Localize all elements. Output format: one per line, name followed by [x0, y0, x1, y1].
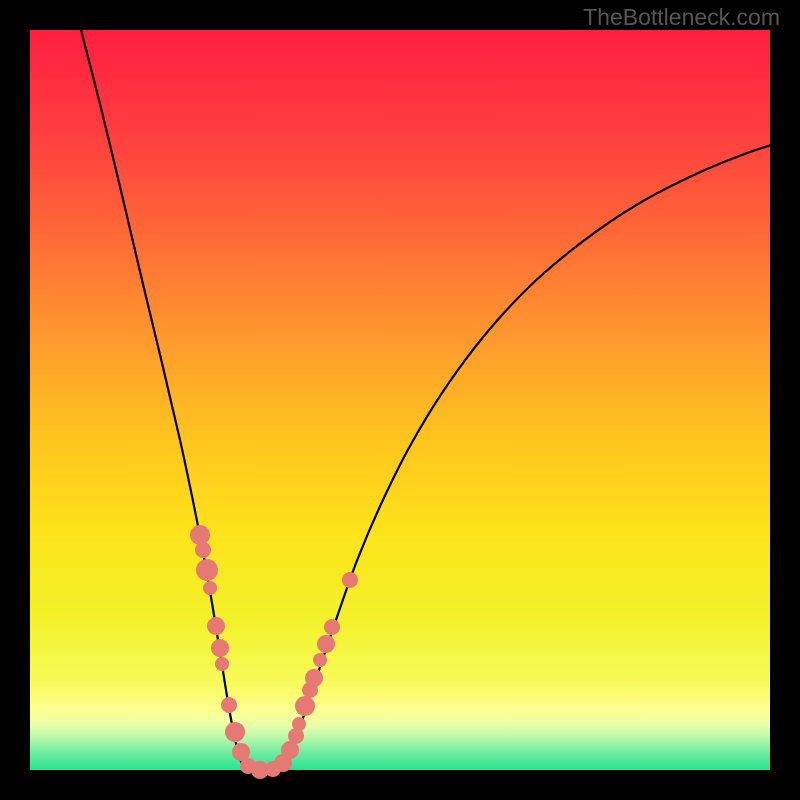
data-marker — [190, 525, 210, 545]
curve-left — [81, 30, 258, 770]
chart-svg — [30, 30, 770, 770]
data-marker — [225, 722, 245, 742]
data-marker — [313, 653, 327, 667]
data-marker — [211, 639, 229, 657]
curve-right — [258, 137, 798, 770]
data-marker — [203, 581, 217, 595]
watermark-text: TheBottleneck.com — [583, 4, 780, 31]
data-marker — [305, 669, 323, 687]
data-marker — [292, 717, 306, 731]
data-marker — [342, 572, 358, 588]
chart-plot-area — [30, 30, 770, 770]
data-marker — [295, 696, 315, 716]
data-marker — [317, 635, 335, 653]
data-marker — [196, 559, 218, 581]
data-marker — [215, 657, 229, 671]
marker-group — [190, 525, 358, 779]
data-marker — [221, 697, 237, 713]
data-marker — [195, 542, 211, 558]
data-marker — [324, 619, 340, 635]
data-marker — [207, 617, 225, 635]
